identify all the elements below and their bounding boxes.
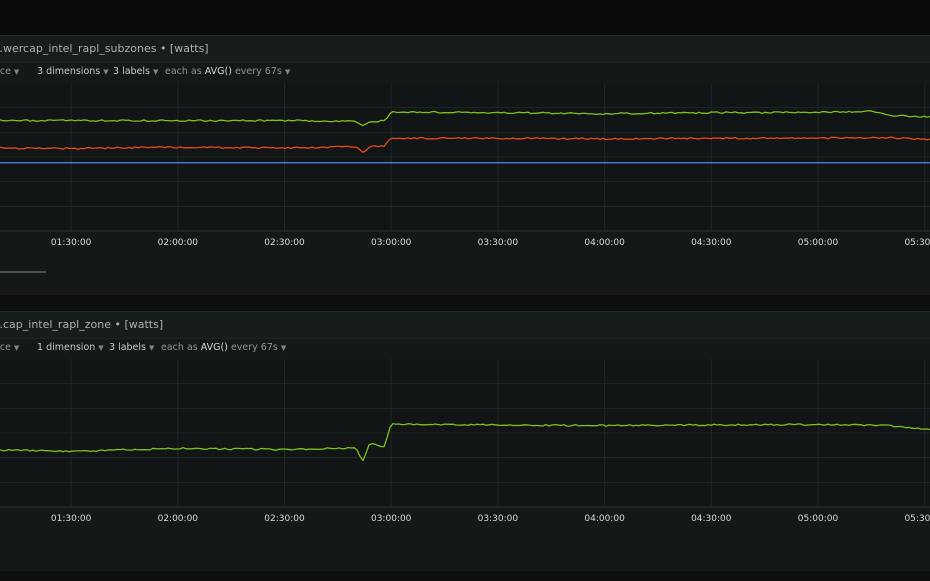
x-tick-label: 05:00:00 <box>798 238 839 248</box>
x-tick-label: 05:30:00 <box>904 514 930 524</box>
x-tick-label: 04:00:00 <box>584 238 625 248</box>
series-line-0 <box>0 422 930 462</box>
x-tick-label: 03:00:00 <box>371 514 412 524</box>
x-tick-label: 02:30:00 <box>264 514 305 524</box>
chart-scrollbar[interactable] <box>0 271 46 273</box>
chart-panel-subzones: …wercap_intel_rapl_subzones • [watts] an… <box>0 35 930 295</box>
line-chart[interactable]: 01:30:00 02:00:00 02:30:00 03:00:00 03:30:00… <box>0 83 930 253</box>
x-tick-label: 01:30:00 <box>51 238 92 248</box>
chevron-down-icon: ▼ <box>280 344 287 352</box>
chart-controls: ance▼ 3 dimensions▼ 3 labels▼ each as AV… <box>0 62 930 82</box>
chevron-down-icon: ▼ <box>13 344 20 352</box>
chart-title: …cap_intel_rapl_zone • [watts] <box>0 311 930 339</box>
x-tick-label: 03:30:00 <box>478 238 519 248</box>
group-by-dropdown[interactable]: ance▼ <box>0 342 20 353</box>
chevron-down-icon: ▼ <box>149 344 155 352</box>
group-by-dropdown[interactable]: ance▼ <box>0 66 20 77</box>
chart-panel-zone: …cap_intel_rapl_zone • [watts] ance▼ 1 d… <box>0 311 930 571</box>
x-tick-label: 02:30:00 <box>264 238 305 248</box>
labels-dropdown[interactable]: 3 labels ▼ <box>109 342 155 353</box>
series-line-0 <box>0 110 930 127</box>
labels-dropdown[interactable]: 3 labels ▼ <box>113 66 159 77</box>
x-tick-label: 05:00:00 <box>798 514 839 524</box>
x-tick-label: 02:00:00 <box>158 514 199 524</box>
chevron-down-icon: ▼ <box>13 68 20 76</box>
dimensions-dropdown[interactable]: 1 dimension ▼ <box>37 342 104 353</box>
dimensions-dropdown[interactable]: 3 dimensions ▼ <box>37 66 109 77</box>
x-tick-label: 05:30:00 <box>904 238 930 248</box>
x-tick-label: 01:30:00 <box>51 514 92 524</box>
chevron-down-icon: ▼ <box>153 68 159 76</box>
x-tick-label: 04:30:00 <box>691 238 732 248</box>
x-tick-label: 03:30:00 <box>478 514 519 524</box>
chevron-down-icon: ▼ <box>98 344 104 352</box>
chart-title: …wercap_intel_rapl_subzones • [watts] <box>0 35 930 63</box>
chevron-down-icon: ▼ <box>284 68 291 76</box>
chart-controls: ance▼ 1 dimension▼ 3 labels▼ each as AVG… <box>0 338 930 358</box>
x-tick-label: 03:00:00 <box>371 238 412 248</box>
chevron-down-icon: ▼ <box>103 68 109 76</box>
x-tick-label: 02:00:00 <box>158 238 199 248</box>
x-tick-label: 04:30:00 <box>691 514 732 524</box>
top-bar <box>0 0 930 35</box>
x-tick-label: 04:00:00 <box>584 514 625 524</box>
aggregation-dropdown[interactable]: each as AVG() every 67s ▼ <box>165 66 291 77</box>
line-chart[interactable]: 01:30:00 02:00:00 02:30:00 03:00:00 03:30:00… <box>0 359 930 529</box>
series-line-1 <box>0 136 930 153</box>
aggregation-dropdown[interactable]: each as AVG() every 67s ▼ <box>161 342 287 353</box>
